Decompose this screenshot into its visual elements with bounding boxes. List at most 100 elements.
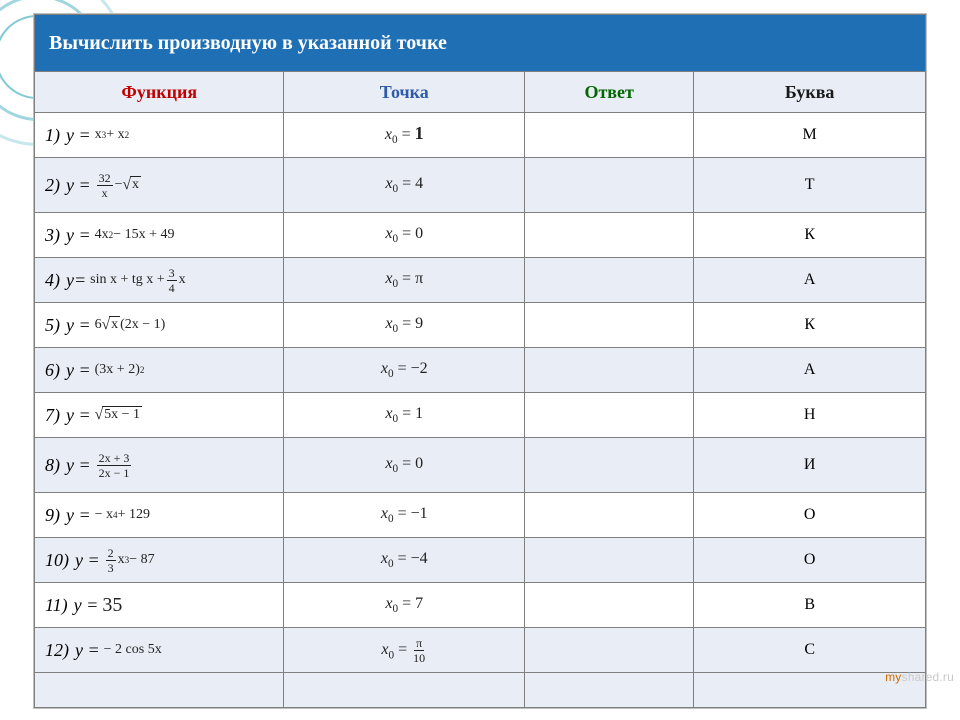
answer-cell [525, 493, 694, 538]
header-func: Функция [35, 72, 284, 113]
y-equals: у= [66, 270, 86, 291]
table-row: 4) у=sin x + tg x + 34 x x0 = π А [35, 258, 926, 303]
table-title-row: Вычислить производную в указанной точке [35, 15, 926, 72]
table-container: Вычислить производную в указанной точке … [34, 14, 926, 708]
function-expression: (3x + 2)2 [95, 362, 145, 378]
row-index: 1) [45, 125, 60, 146]
letter-cell: С [694, 628, 926, 673]
func-cell: 5)у =6x(2x − 1) [35, 303, 284, 348]
point-cell: x0 = 4 [284, 158, 525, 213]
row-index: 7) [45, 405, 60, 426]
row-index: 9) [45, 505, 60, 526]
answer-cell [525, 348, 694, 393]
function-expression: 2x + 32x − 1 [95, 452, 134, 479]
point-cell: x0 = 0 [284, 213, 525, 258]
function-expression: sin x + tg x + 34 x [90, 267, 186, 294]
y-equals: у = [75, 550, 100, 571]
letter-cell: М [694, 113, 926, 158]
table-row: 1)у =x3 + x2x0 = 1М [35, 113, 926, 158]
point-cell: x0 = 9 [284, 303, 525, 348]
row-index: 8) [45, 455, 60, 476]
table-row: 10) у =23 x3 − 87 x0 = −4 О [35, 538, 926, 583]
point-cell: x0 = 1 [284, 113, 525, 158]
letter-cell: Н [694, 393, 926, 438]
derivative-table: Вычислить производную в указанной точке … [34, 14, 926, 708]
function-expression: 32x − x [95, 172, 141, 199]
table-row: 9) у =− x4 + 129 x0 = −1 О [35, 493, 926, 538]
y-equals: у = [66, 125, 91, 146]
point-cell: x0 = π [284, 258, 525, 303]
y-equals: у = [66, 225, 91, 246]
func-cell: 4) у=sin x + tg x + 34 x [35, 258, 284, 303]
row-index: 10) [45, 550, 69, 571]
point-cell: x0 = −1 [284, 493, 525, 538]
letter-cell: А [694, 258, 926, 303]
letter-cell: В [694, 583, 926, 628]
row-index: 2) [45, 175, 60, 196]
function-expression: − x4 + 129 [95, 507, 150, 523]
letter-cell: К [694, 213, 926, 258]
function-expression: 5x − 1 [95, 406, 142, 424]
answer-cell [525, 393, 694, 438]
function-expression: 23 x3 − 87 [104, 547, 155, 574]
answer-cell [525, 158, 694, 213]
y-equals: у = [66, 175, 91, 196]
row-index: 3) [45, 225, 60, 246]
letter-cell: А [694, 348, 926, 393]
answer-cell [525, 258, 694, 303]
function-expression: − 2 cos 5x [104, 642, 162, 658]
row-index: 4) [45, 270, 60, 291]
point-cell: x0 = 7 [284, 583, 525, 628]
point-cell: x0 = π10 [284, 628, 525, 673]
function-expression: 6x(2x − 1) [95, 316, 166, 334]
func-cell: 2) у =32x − x [35, 158, 284, 213]
answer-cell [525, 538, 694, 583]
answer-cell [525, 113, 694, 158]
table-header-row: Функция Точка Ответ Буква [35, 72, 926, 113]
func-cell: 3)у =4x2 − 15x + 49 [35, 213, 284, 258]
table-row: 2) у =32x − x x0 = 4 Т [35, 158, 926, 213]
y-equals: у = [66, 455, 91, 476]
table-row: 12) у =− 2 cos 5x x0 = π10 С [35, 628, 926, 673]
func-cell: 1)у =x3 + x2 [35, 113, 284, 158]
point-cell: x0 = −2 [284, 348, 525, 393]
letter-cell: О [694, 493, 926, 538]
answer-cell [525, 438, 694, 493]
point-cell: x0 = −4 [284, 538, 525, 583]
point-cell: x0 = 1 [284, 393, 525, 438]
func-cell: 7) у =5x − 1 [35, 393, 284, 438]
y-equals: у = [66, 505, 91, 526]
answer-cell [525, 583, 694, 628]
watermark: myshared.ru [885, 670, 954, 684]
answer-cell [525, 213, 694, 258]
y-equals: у = [74, 595, 99, 616]
table-row: 7) у =5x − 1 x0 = 1 Н [35, 393, 926, 438]
header-letter: Буква [694, 72, 926, 113]
table-title: Вычислить производную в указанной точке [35, 15, 926, 72]
function-expression: 35 [102, 594, 122, 617]
row-index: 6) [45, 360, 60, 381]
table-row: 11) у =35 x0 = 7 В [35, 583, 926, 628]
row-index: 12) [45, 640, 69, 661]
y-equals: у = [75, 640, 100, 661]
slide: Вычислить производную в указанной точке … [0, 0, 960, 720]
header-answer: Ответ [525, 72, 694, 113]
func-cell: 6) у =(3x + 2)2 [35, 348, 284, 393]
table-row: 8)у =2x + 32x − 1x0 = 0И [35, 438, 926, 493]
row-index: 11) [45, 595, 68, 616]
func-cell: 9) у =− x4 + 129 [35, 493, 284, 538]
y-equals: у = [66, 405, 91, 426]
header-point: Точка [284, 72, 525, 113]
y-equals: у = [66, 360, 91, 381]
answer-cell [525, 303, 694, 348]
letter-cell: К [694, 303, 926, 348]
letter-cell: И [694, 438, 926, 493]
watermark-prefix: my [885, 670, 901, 684]
func-cell: 8) у =2x + 32x − 1 [35, 438, 284, 493]
letter-cell: Т [694, 158, 926, 213]
table-row: 5)у =6x(2x − 1)x0 = 9 К [35, 303, 926, 348]
letter-cell: О [694, 538, 926, 583]
func-cell: 11) у =35 [35, 583, 284, 628]
table-row: 6) у =(3x + 2)2 x0 = −2 А [35, 348, 926, 393]
watermark-rest: shared.ru [902, 670, 955, 684]
